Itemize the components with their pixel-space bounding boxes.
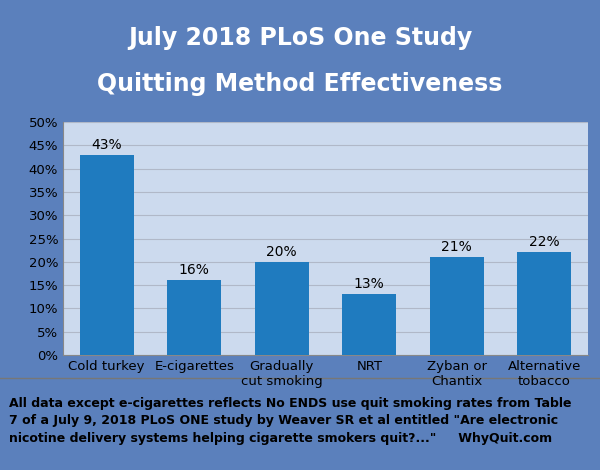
Bar xyxy=(167,281,221,355)
Bar xyxy=(517,252,571,355)
Bar xyxy=(430,257,484,355)
Bar xyxy=(342,294,397,355)
Text: 20%: 20% xyxy=(266,244,297,258)
Text: 22%: 22% xyxy=(529,235,560,249)
Bar xyxy=(254,262,309,355)
Bar xyxy=(80,155,134,355)
Text: 43%: 43% xyxy=(91,138,122,151)
Text: 13%: 13% xyxy=(354,277,385,291)
Text: Quitting Method Effectiveness: Quitting Method Effectiveness xyxy=(97,72,503,96)
Text: 16%: 16% xyxy=(179,263,209,277)
Text: July 2018 PLoS One Study: July 2018 PLoS One Study xyxy=(128,26,472,50)
Text: All data except e-cigarettes reflects No ENDS use quit smoking rates from Table
: All data except e-cigarettes reflects No… xyxy=(9,397,571,445)
Text: 21%: 21% xyxy=(442,240,472,254)
